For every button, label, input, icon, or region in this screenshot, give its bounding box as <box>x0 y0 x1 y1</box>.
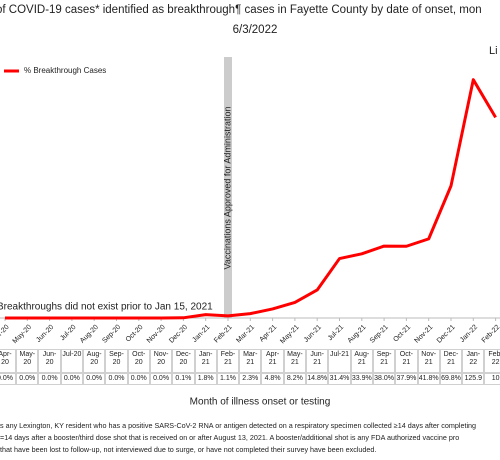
x-tick-label: Feb-21 <box>213 324 234 345</box>
table-value: 41.8% <box>417 373 440 385</box>
table-value: 37.9% <box>395 373 418 385</box>
x-tick-label: Jun-21 <box>303 324 323 344</box>
table-value: 0.0% <box>16 373 39 385</box>
table-header: Jan-21 <box>194 349 217 373</box>
table-value: 0.0% <box>149 373 173 385</box>
x-tick-label: Aug-21 <box>347 324 368 345</box>
x-axis-title: Month of illness onset or testing <box>190 397 331 408</box>
x-tick-label: May-20 <box>12 324 34 346</box>
table-header: Aug-21 <box>350 349 373 373</box>
x-tick-label: Mar-21 <box>235 324 256 345</box>
table-value: 125.9 <box>462 373 485 385</box>
x-tick-label: Sep-20 <box>101 324 122 345</box>
legend-label: % Breakthrough Cases <box>24 66 106 75</box>
x-tick-label: Jan-22 <box>459 324 479 344</box>
table-value: 31.4% <box>328 373 351 385</box>
table-header: Feb-22 <box>484 349 500 373</box>
table-value: 0.0% <box>105 373 128 385</box>
x-tick-label: Nov-21 <box>414 324 435 345</box>
table-value: 0.0% <box>127 373 150 385</box>
x-tick-label: Apr-20 <box>0 324 11 344</box>
corner-label: Li <box>489 45 498 57</box>
table-value: 33.9% <box>350 373 373 385</box>
chart-title: of COVID-19 cases* identified as breakth… <box>0 4 482 16</box>
x-tick-label: Sep-21 <box>369 324 390 345</box>
table-value: 1.8% <box>194 373 217 385</box>
table-value: 0.0% <box>83 373 106 385</box>
x-tick-label: Jul-20 <box>59 324 78 343</box>
x-tick-label: Jul-21 <box>327 324 346 343</box>
vaccination-band <box>224 57 232 318</box>
footnote: =14 days after a booster/third dose shot… <box>0 433 460 442</box>
table-header: Jan-22 <box>462 349 485 373</box>
table-value: 2.3% <box>239 373 262 385</box>
data-table: Apr-200.0%May-200.0%Jun-200.0%Jul-200.0%… <box>0 349 500 389</box>
table-header: Jul-20 <box>60 349 84 373</box>
x-tick-label: Aug-20 <box>79 324 100 345</box>
x-tick-label: May-21 <box>279 324 301 346</box>
footnote: s any Lexington, KY resident who has a p… <box>0 421 477 430</box>
x-tick-label: Apr-21 <box>259 324 279 344</box>
table-header: Oct-21 <box>395 349 418 373</box>
x-tick-label: Jun-20 <box>35 324 55 344</box>
table-value: 0.0% <box>0 373 17 385</box>
table-header: Feb-21 <box>216 349 240 373</box>
table-value: 10 <box>484 373 500 385</box>
table-header: May-21 <box>283 349 307 373</box>
footnote: that have been lost to follow-up, not in… <box>0 445 377 454</box>
annotation: Breakthroughs did not exist prior to Jan… <box>0 302 213 313</box>
table-value: 0.1% <box>172 373 195 385</box>
x-tick-label: Feb-22 <box>481 324 500 345</box>
table-header: Sep-21 <box>372 349 396 373</box>
x-tick-label: Oct-20 <box>125 324 145 344</box>
table-value: 0.0% <box>60 373 84 385</box>
series-line <box>5 78 497 320</box>
table-header: Apr-20 <box>0 349 17 373</box>
x-tick-label: Jan-21 <box>191 324 211 344</box>
table-header: Jun-20 <box>38 349 61 373</box>
table-header: Nov-21 <box>417 349 440 373</box>
table-header: Jun-21 <box>306 349 329 373</box>
table-value: 0.0% <box>38 373 61 385</box>
table-header: Dec-20 <box>172 349 195 373</box>
x-tick-label: Oct-21 <box>392 324 412 344</box>
table-value: 1.1% <box>216 373 240 385</box>
table-header: Oct-20 <box>127 349 150 373</box>
table-header: Apr-21 <box>261 349 284 373</box>
table-value: 69.8% <box>439 373 463 385</box>
chart-subtitle: 6/3/2022 <box>233 24 278 36</box>
table-header: Sep-20 <box>105 349 128 373</box>
table-value: 4.8% <box>261 373 284 385</box>
table-value: 14.8% <box>306 373 329 385</box>
x-tick-label: Dec-20 <box>168 324 189 345</box>
table-header: Mar-21 <box>239 349 262 373</box>
band-label: Vaccinations Approved for Administration <box>222 107 232 270</box>
x-tick-label: Dec-21 <box>436 324 457 345</box>
table-value: 38.0% <box>372 373 396 385</box>
table-header: Dec-21 <box>439 349 463 373</box>
table-header: Jul-21 <box>328 349 351 373</box>
table-header: May-20 <box>16 349 39 373</box>
table-value: 8.2% <box>283 373 307 385</box>
x-tick-label: Nov-20 <box>146 324 167 345</box>
table-header: Nov-20 <box>149 349 173 373</box>
table-header: Aug-20 <box>83 349 106 373</box>
